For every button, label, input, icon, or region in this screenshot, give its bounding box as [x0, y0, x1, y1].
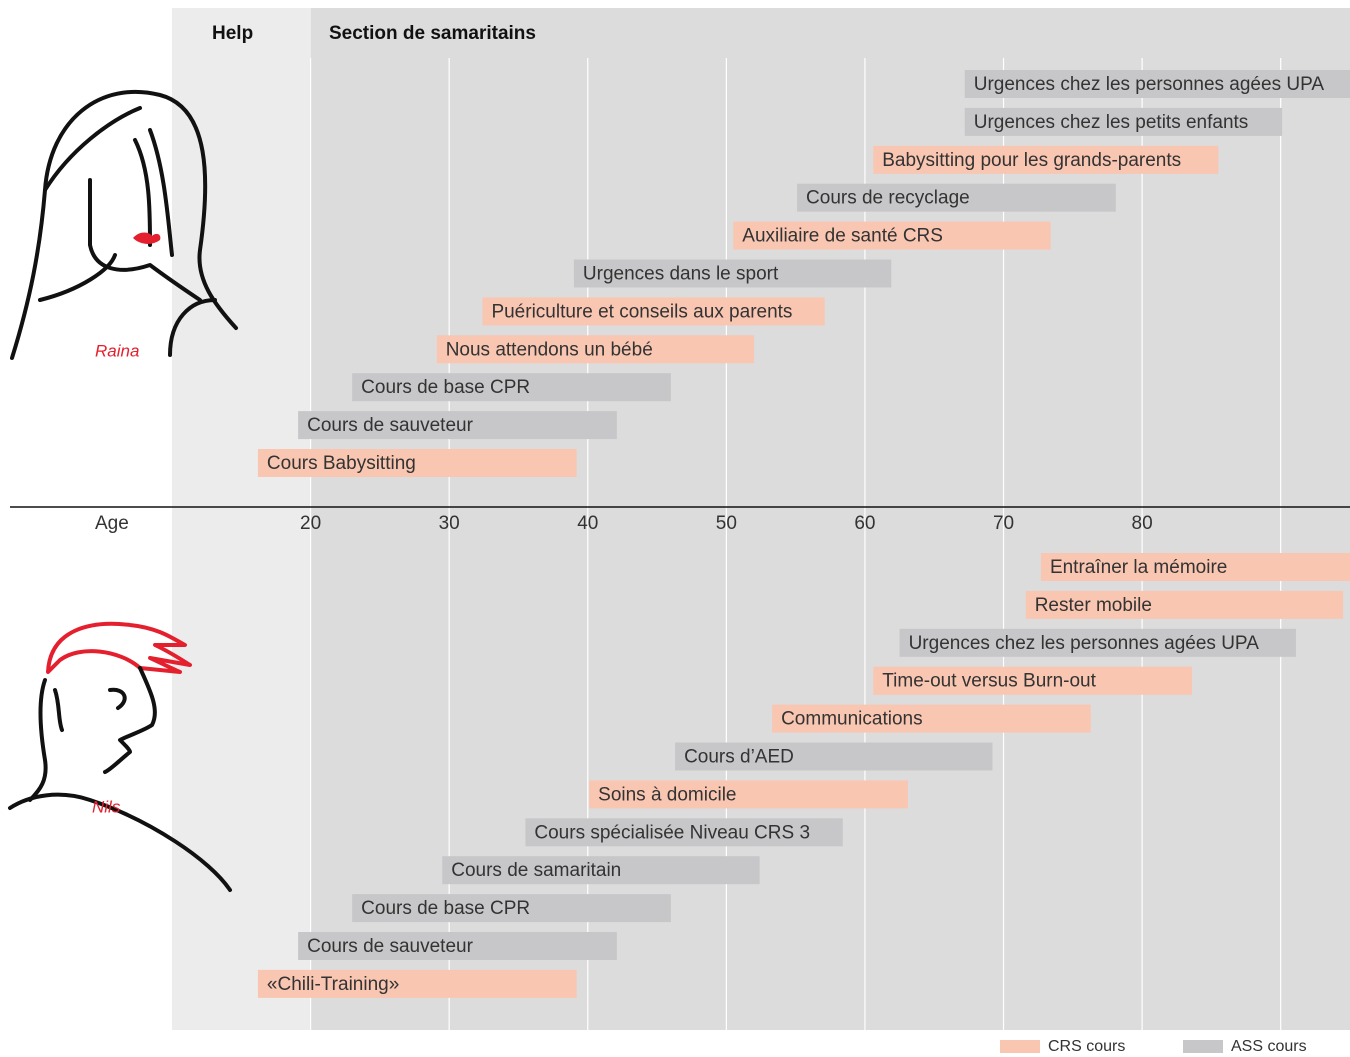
course-label: Cours de samaritain: [451, 860, 621, 881]
header: Help: [212, 23, 253, 44]
course-label: Puériculture et conseils aux parents: [491, 301, 792, 322]
course-label: Time-out versus Burn-out: [882, 671, 1096, 692]
course-label: Nous attendons un bébé: [446, 339, 653, 360]
legend-swatch: [1183, 1040, 1223, 1053]
course-label: Cours de sauveteur: [307, 936, 473, 957]
x-tick-label: 80: [1132, 513, 1153, 534]
course-label: Babysitting pour les grands-parents: [882, 150, 1181, 171]
person-name: Nils: [92, 797, 121, 816]
x-tick-label: 70: [993, 513, 1014, 534]
course-label: Urgences chez les petits enfants: [974, 112, 1249, 133]
x-axis-label: Age: [95, 513, 129, 534]
help-column: [172, 8, 311, 1030]
header: Section de samaritains: [329, 23, 536, 44]
course-label: Soins à domicile: [598, 784, 736, 805]
course-label: Auxiliaire de santé CRS: [742, 226, 943, 247]
course-label: Cours de recyclage: [806, 188, 970, 209]
course-label: Urgences dans le sport: [583, 264, 779, 285]
x-tick-label: 50: [716, 513, 737, 534]
person-name: Raina: [95, 341, 139, 360]
course-label: Urgences chez les personnes agées UPA: [909, 633, 1260, 654]
course-label: Communications: [781, 709, 923, 730]
course-label: Cours spécialisée Niveau CRS 3: [534, 822, 810, 843]
legend-label: CRS cours: [1048, 1038, 1125, 1055]
x-tick-label: 20: [300, 513, 321, 534]
course-label: Entraîner la mémoire: [1050, 557, 1227, 578]
course-label: «Chili-Training»: [267, 974, 399, 995]
x-tick-label: 60: [854, 513, 875, 534]
x-tick-label: 30: [439, 513, 460, 534]
course-label: Cours de base CPR: [361, 898, 530, 919]
course-label: Rester mobile: [1035, 595, 1152, 616]
x-tick-label: 40: [577, 513, 598, 534]
course-label: Cours Babysitting: [267, 453, 416, 474]
course-label: Urgences chez les personnes agées UPA: [974, 74, 1325, 95]
chart: Help Section de samaritains Age Raina Ni…: [0, 0, 1350, 1057]
legend-swatch: [1000, 1040, 1040, 1053]
course-label: Cours de base CPR: [361, 377, 530, 398]
legend-label: ASS cours: [1231, 1038, 1307, 1055]
course-label: Cours d’AED: [684, 747, 794, 768]
course-label: Cours de sauveteur: [307, 415, 473, 436]
